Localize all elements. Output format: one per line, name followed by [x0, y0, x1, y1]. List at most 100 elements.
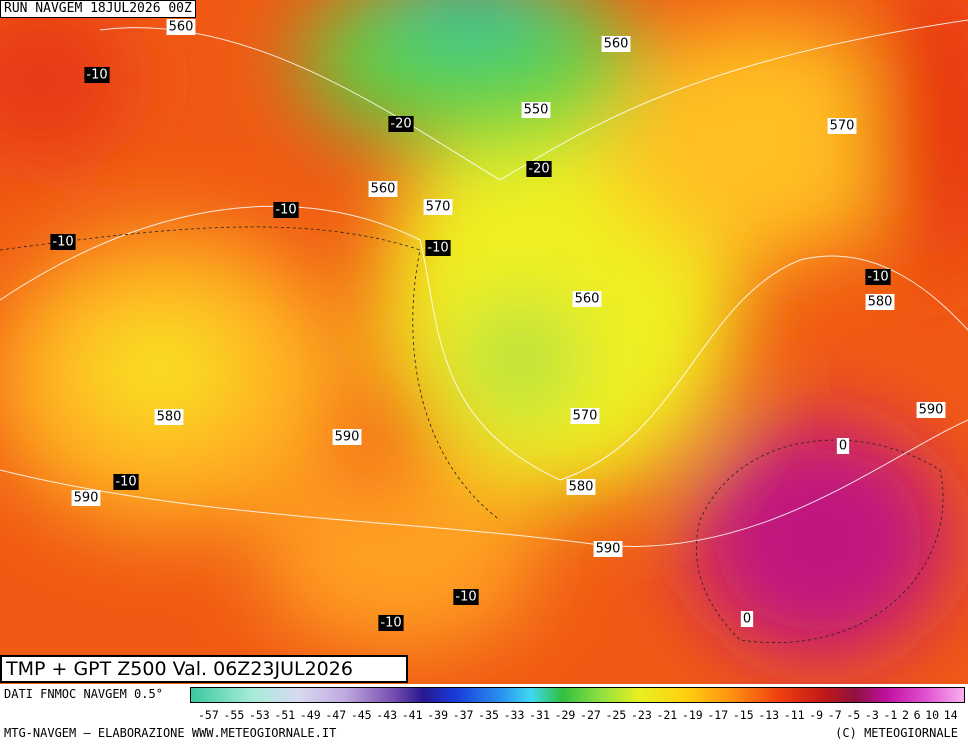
contour-label: -10 — [425, 240, 451, 256]
contour-label: -10 — [113, 474, 139, 490]
contour-label: 580 — [154, 409, 184, 425]
contour-label: 570 — [570, 408, 600, 424]
contour-label: 560 — [368, 181, 398, 197]
scale-label: -15 — [732, 708, 754, 722]
contour-label: 0 — [740, 611, 754, 627]
scale-label: -35 — [478, 708, 499, 722]
contour-label: 590 — [593, 541, 623, 557]
label-box — [425, 240, 451, 256]
label-box — [332, 429, 362, 445]
label-box — [521, 102, 551, 118]
source: DATI FNMOC NAVGEM 0.5° — [4, 687, 163, 701]
scale-label: -5 — [846, 708, 861, 722]
label-box — [566, 479, 596, 495]
contour-label: 590 — [71, 490, 101, 506]
label-text: -10 — [380, 616, 401, 631]
label-box — [570, 408, 600, 424]
label-box — [154, 409, 184, 425]
contour-label: 580 — [865, 294, 895, 310]
label-text: 580 — [868, 295, 893, 310]
scale-label: -17 — [707, 708, 729, 722]
map-title: TMP + GPT Z500 Val. 06Z23JUL2026 — [0, 655, 408, 683]
scale-label: -11 — [783, 708, 805, 722]
contour-label: 560 — [166, 19, 196, 35]
label-box — [166, 19, 196, 35]
contour-label: 570 — [827, 118, 857, 134]
scale-label: -25 — [605, 708, 627, 722]
map: 560 560 550 570 560 570 560 580 580 570 590 590 590 5… — [0, 0, 968, 684]
scale-labels: -57 -55 -53 -51 -49 -47 -45 -43 -41 -39 -37 -35 -33-… — [198, 708, 958, 722]
label-box — [526, 161, 552, 177]
run-label: RUN NAVGEM 18JUL2026 00Z — [0, 0, 196, 18]
label-text: -20 — [528, 162, 549, 177]
label-box — [453, 589, 479, 605]
scale-label: -29 — [554, 708, 576, 722]
scale-label: -37 — [452, 708, 474, 722]
label-text: 590 — [74, 491, 99, 506]
color-scale — [190, 687, 965, 703]
label-box — [423, 199, 453, 215]
scale-label: -43 — [376, 708, 398, 722]
contour-label: -10 — [453, 589, 479, 605]
footer-right: (C) METEOGIORNALE — [835, 726, 958, 740]
label-box — [368, 181, 398, 197]
contour-label: 560 — [572, 291, 602, 307]
contour-label: -10 — [84, 67, 110, 83]
contour-label: -10 — [865, 269, 891, 285]
scale-label: -53 — [248, 708, 270, 722]
label-box — [865, 294, 895, 310]
label-box — [593, 541, 623, 557]
scale-label: 14 — [943, 708, 958, 722]
label-box — [865, 269, 891, 285]
label-box — [71, 490, 101, 506]
label-text: 590 — [919, 403, 944, 418]
label-box — [740, 611, 754, 627]
scale-label: 10 — [925, 708, 940, 722]
contour-label: 590 — [916, 402, 946, 418]
label-text: -10 — [52, 235, 73, 250]
label-box — [572, 291, 602, 307]
scale-label: -23 — [630, 708, 652, 722]
footer-left: MTG-NAVGEM – ELABORAZIONE WWW.METEOGIORN… — [4, 726, 337, 740]
scale-label: -45 — [350, 708, 372, 722]
contour-label: 590 — [332, 429, 362, 445]
contour-label: -10 — [50, 234, 76, 250]
scale-label: -47 — [325, 708, 347, 722]
label-box — [113, 474, 139, 490]
scale-label: -33 — [503, 708, 525, 722]
contour-label: -20 — [388, 116, 414, 132]
label-text: 570 — [426, 200, 451, 215]
label-text: 580 — [157, 410, 182, 425]
contour-label: 0 — [836, 438, 850, 454]
contour-label: -20 — [526, 161, 552, 177]
contour-label: -10 — [273, 202, 299, 218]
label-text: -20 — [390, 117, 411, 132]
scale-label: -1 — [883, 708, 898, 722]
label-text: 590 — [596, 542, 621, 557]
label-box — [50, 234, 76, 250]
label-text: 560 — [169, 20, 194, 35]
scale-label: -27 — [580, 708, 601, 722]
label-text: 0 — [743, 612, 751, 627]
scale-label: -19 — [681, 708, 703, 722]
label-text: 0 — [839, 439, 847, 454]
contour-label: 570 — [423, 199, 453, 215]
scale-label: -9 — [809, 708, 824, 722]
scale-label: 6 — [913, 708, 921, 722]
scale-label: -7 — [827, 708, 842, 722]
scale-label: -41 — [401, 708, 423, 722]
label-text: 580 — [569, 480, 594, 495]
label-text: 570 — [573, 409, 598, 424]
scale-label: -57 — [198, 708, 219, 722]
label-text: -10 — [455, 590, 476, 605]
label-text: -10 — [867, 270, 888, 285]
scale-label: -39 — [427, 708, 448, 722]
scale-label: -49 — [299, 708, 321, 722]
scale-label: -13 — [758, 708, 780, 722]
label-box — [378, 615, 404, 631]
label-box — [827, 118, 857, 134]
label-box — [916, 402, 946, 418]
label-text: 570 — [830, 119, 855, 134]
legend-bar: DATI FNMOC NAVGEM 0.5° -57 -55 -53 -51 -49 -4… — [0, 684, 968, 745]
label-box — [84, 67, 110, 83]
